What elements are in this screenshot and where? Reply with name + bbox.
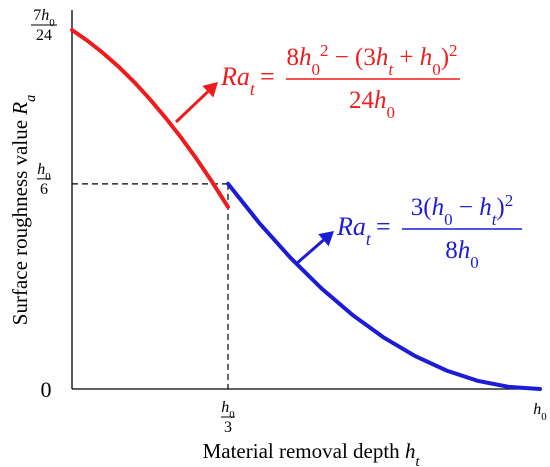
y-tick-label-1-denominator: 6 <box>40 181 48 198</box>
y-tick-label-1: h06 <box>37 161 51 198</box>
x-tick-label-0-numerator: h0 <box>221 399 235 421</box>
y-tick-label-2-numerator: 7h0 <box>33 7 55 29</box>
blue-annotation-arrow <box>295 231 334 266</box>
series-1-line <box>226 181 542 391</box>
red-formula-numerator: 8h02 − (3ht + h0)2 <box>286 41 457 79</box>
x-tick-label-0-denominator: 3 <box>224 419 232 436</box>
blue-formula: Rat = 3(h0 − ht)2 8h0 <box>336 191 522 272</box>
y-tick-label-0: 0 <box>41 377 52 402</box>
red-formula-equals: = <box>260 62 275 91</box>
y-tick-label-1-numerator: h0 <box>37 161 51 183</box>
red-formula: Rat = 8h02 − (3ht + h0)2 24h0 <box>220 41 460 122</box>
x-tick-label-0: h03 <box>220 399 235 436</box>
red-annotation-arrow-head <box>202 82 218 98</box>
x-axis-label: Material removal depth ht <box>203 439 421 467</box>
blue-formula-lhs: Rat <box>336 212 372 249</box>
series-0-line <box>70 28 230 209</box>
red-annotation-arrow <box>174 82 218 124</box>
blue-formula-equals: = <box>376 212 391 241</box>
y-axis-label: Surface roughness value Ra <box>8 95 39 325</box>
blue-annotation-arrow-shaft <box>295 239 325 266</box>
red-formula-lhs: Rat <box>220 62 256 99</box>
blue-formula-denominator: 8h0 <box>445 237 479 272</box>
red-annotation-arrow-shaft <box>174 90 209 124</box>
red-formula-denominator: 24h0 <box>349 87 395 122</box>
blue-annotation-arrow-head <box>318 231 334 247</box>
x-tick-label-1: h0 <box>533 401 547 423</box>
y-tick-label-2-denominator: 24 <box>36 27 52 44</box>
blue-formula-numerator: 3(h0 − ht)2 <box>411 191 514 229</box>
